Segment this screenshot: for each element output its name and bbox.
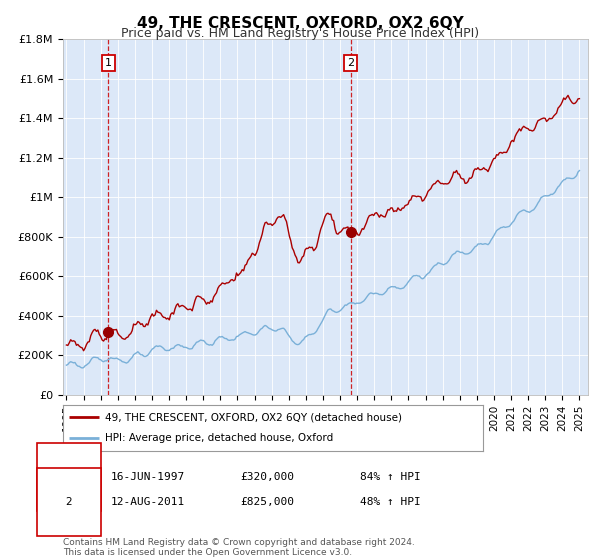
Text: 84% ↑ HPI: 84% ↑ HPI [360, 472, 421, 482]
Text: 48% ↑ HPI: 48% ↑ HPI [360, 497, 421, 507]
Text: 16-JUN-1997: 16-JUN-1997 [111, 472, 185, 482]
Text: 1: 1 [65, 472, 73, 482]
Text: HPI: Average price, detached house, Oxford: HPI: Average price, detached house, Oxfo… [105, 433, 333, 443]
Text: 2: 2 [347, 58, 354, 68]
Text: 1: 1 [105, 58, 112, 68]
Text: 12-AUG-2011: 12-AUG-2011 [111, 497, 185, 507]
Text: 2: 2 [65, 497, 73, 507]
Text: Price paid vs. HM Land Registry's House Price Index (HPI): Price paid vs. HM Land Registry's House … [121, 27, 479, 40]
Text: 49, THE CRESCENT, OXFORD, OX2 6QY (detached house): 49, THE CRESCENT, OXFORD, OX2 6QY (detac… [105, 412, 402, 422]
Text: Contains HM Land Registry data © Crown copyright and database right 2024.
This d: Contains HM Land Registry data © Crown c… [63, 538, 415, 557]
Text: £320,000: £320,000 [240, 472, 294, 482]
Text: £825,000: £825,000 [240, 497, 294, 507]
Text: 49, THE CRESCENT, OXFORD, OX2 6QY: 49, THE CRESCENT, OXFORD, OX2 6QY [137, 16, 463, 31]
